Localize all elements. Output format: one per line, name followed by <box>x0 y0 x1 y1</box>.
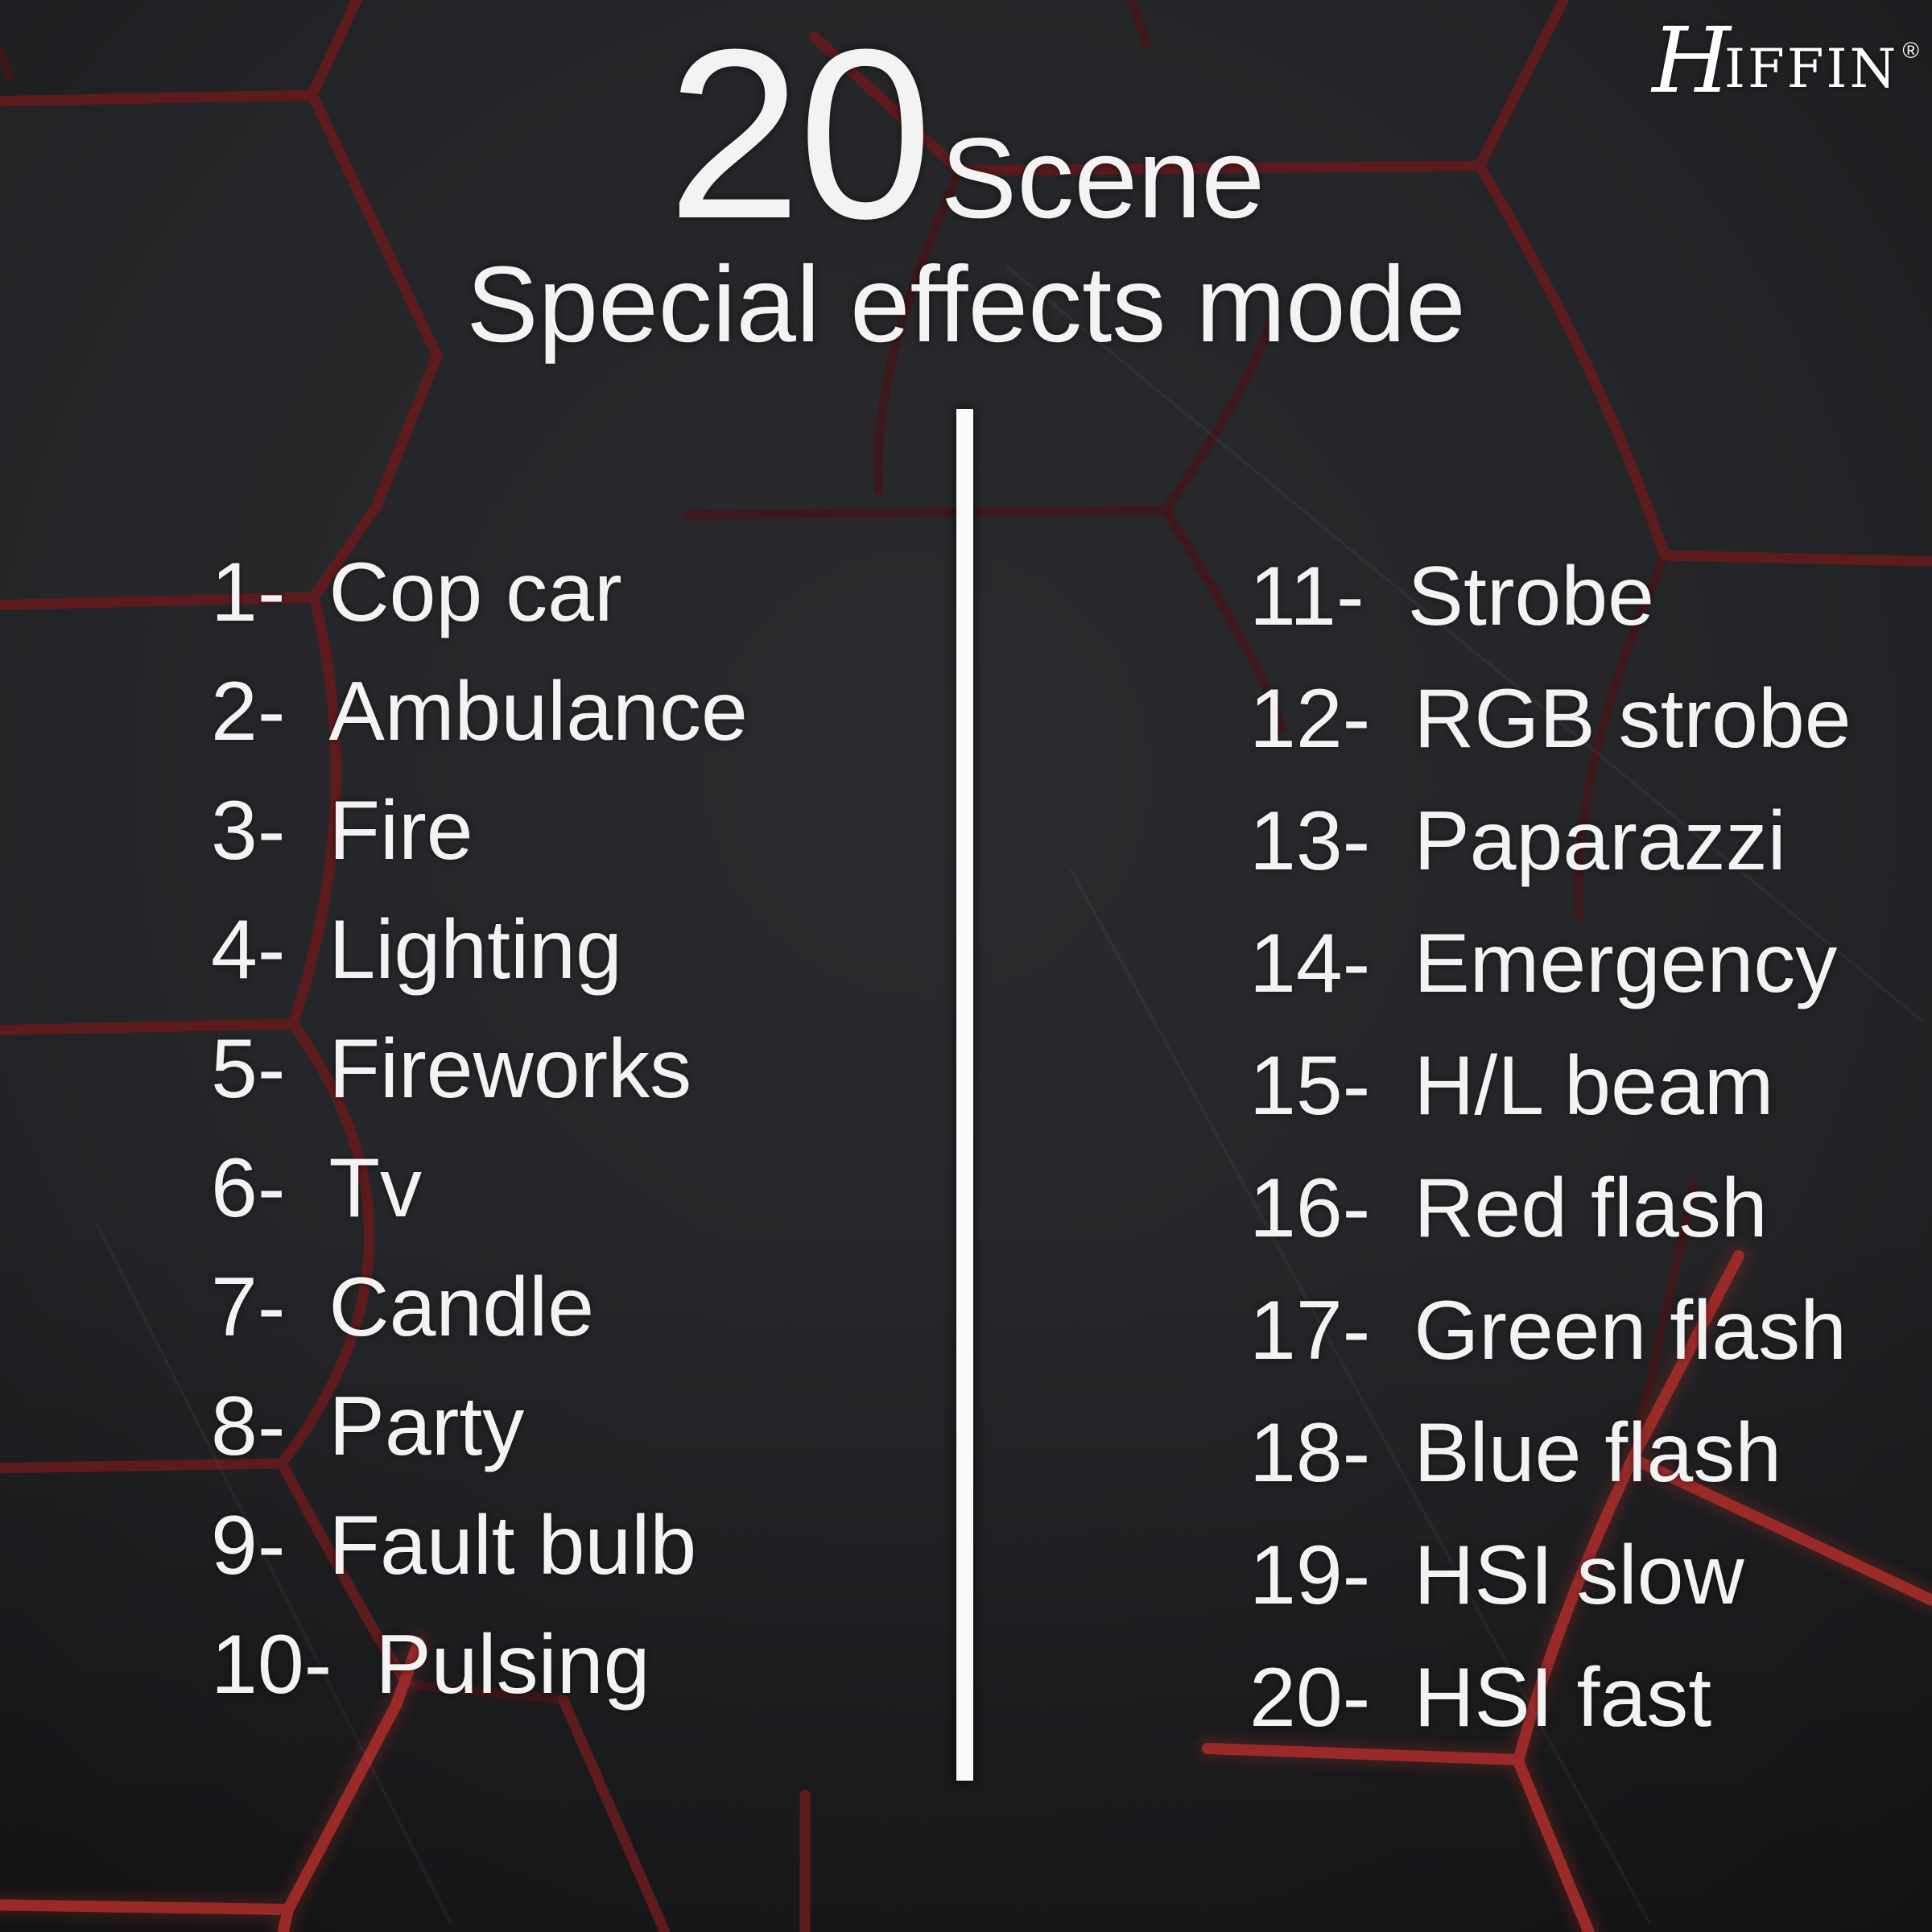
brand-logo: H IFFIN ® <box>1652 11 1919 106</box>
list-item: 13- Paparazzi <box>1249 780 1852 902</box>
item-label: HSI slow <box>1414 1529 1744 1622</box>
item-number: 3- <box>211 784 286 877</box>
item-number: 7- <box>211 1261 286 1354</box>
item-number: 1- <box>211 546 286 639</box>
list-item: 1- Cop car <box>211 533 748 652</box>
list-item: 16- Red flash <box>1249 1147 1852 1269</box>
item-number: 17- <box>1249 1284 1371 1377</box>
brand-logo-text: IFFIN <box>1724 38 1899 100</box>
item-number: 4- <box>211 903 286 997</box>
item-number: 6- <box>211 1141 286 1235</box>
scene-list-right: 11- Strobe 12- RGB strobe 13- Paparazzi 14-… <box>1249 535 1852 1759</box>
item-label: Lighting <box>328 903 622 997</box>
item-label: RGB strobe <box>1414 672 1852 766</box>
list-item: 14- Emergency <box>1249 902 1852 1025</box>
item-label: H/L beam <box>1414 1039 1774 1133</box>
item-label: Paparazzi <box>1414 795 1786 888</box>
list-item: 10- Pulsing <box>211 1605 748 1724</box>
list-item: 6- Tv <box>211 1129 748 1248</box>
list-item: 20- HSI fast <box>1249 1637 1852 1759</box>
item-label: HSI fast <box>1414 1651 1712 1744</box>
item-label: Party <box>328 1380 525 1473</box>
list-item: 8- Party <box>211 1367 748 1486</box>
title-word: Scene <box>940 114 1265 242</box>
page-subtitle: Special effects mode <box>466 245 1466 365</box>
list-item: 5- Fireworks <box>211 1009 748 1129</box>
item-number: 2- <box>211 665 286 758</box>
item-number: 5- <box>211 1022 286 1116</box>
item-label: Blue flash <box>1414 1406 1782 1500</box>
registered-trademark-icon: ® <box>1902 38 1919 63</box>
item-number: 15- <box>1249 1039 1371 1133</box>
list-item: 9- Fault bulb <box>211 1486 748 1605</box>
brand-logo-script-letter: H <box>1652 9 1731 114</box>
item-number: 12- <box>1249 672 1371 766</box>
list-item: 15- H/L beam <box>1249 1025 1852 1147</box>
item-number: 10- <box>211 1618 332 1711</box>
item-label: Cop car <box>328 546 622 639</box>
item-number: 9- <box>211 1499 286 1592</box>
list-item: 17- Green flash <box>1249 1269 1852 1392</box>
page-title: 20 Scene <box>0 13 1932 254</box>
item-number: 18- <box>1249 1406 1371 1500</box>
item-label: Fire <box>328 784 473 877</box>
scene-list-left: 1- Cop car 2- Ambulance 3- Fire 4- Lighting … <box>211 533 748 1724</box>
title-number: 20 <box>667 0 933 269</box>
item-label: Fireworks <box>328 1022 692 1116</box>
item-number: 13- <box>1249 795 1371 888</box>
item-label: Candle <box>328 1261 595 1354</box>
list-item: 18- Blue flash <box>1249 1392 1852 1514</box>
item-number: 19- <box>1249 1529 1371 1622</box>
item-label: Green flash <box>1414 1284 1847 1377</box>
item-label: Ambulance <box>328 665 748 758</box>
item-label: Pulsing <box>375 1618 650 1711</box>
item-label: Fault bulb <box>328 1499 697 1592</box>
item-label: Strobe <box>1407 550 1655 643</box>
item-number: 20- <box>1249 1651 1371 1744</box>
list-item: 4- Lighting <box>211 890 748 1009</box>
item-label: Red flash <box>1414 1162 1768 1255</box>
list-item: 11- Strobe <box>1249 535 1852 658</box>
list-item: 3- Fire <box>211 771 748 890</box>
item-number: 14- <box>1249 917 1371 1010</box>
item-label: Emergency <box>1414 917 1838 1010</box>
list-item: 2- Ambulance <box>211 652 748 771</box>
list-item: 19- HSI slow <box>1249 1514 1852 1637</box>
divider-line <box>956 409 973 1781</box>
item-number: 8- <box>211 1380 286 1473</box>
list-item: 7- Candle <box>211 1248 748 1367</box>
list-item: 12- RGB strobe <box>1249 658 1852 780</box>
item-number: 11- <box>1249 550 1364 643</box>
item-label: Tv <box>328 1141 423 1235</box>
item-number: 16- <box>1249 1162 1371 1255</box>
